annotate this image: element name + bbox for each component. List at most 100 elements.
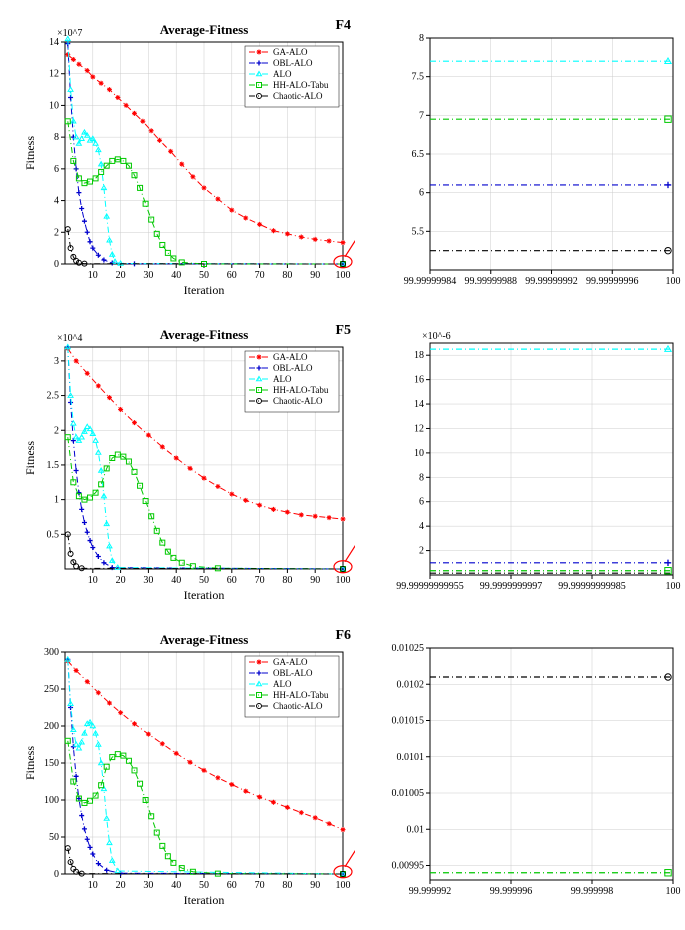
svg-text:8: 8 [54,132,59,143]
svg-text:Iteration: Iteration [184,893,225,907]
svg-text:8: 8 [419,472,424,483]
svg-text:7.5: 7.5 [412,72,425,83]
svg-text:100: 100 [336,880,351,891]
svg-text:90: 90 [310,575,320,586]
svg-text:0.0102: 0.0102 [397,679,425,690]
svg-text:Average-Fitness: Average-Fitness [160,22,249,37]
svg-text:1: 1 [54,495,59,506]
svg-text:90: 90 [310,270,320,281]
svg-text:20: 20 [116,575,126,586]
svg-text:100: 100 [44,795,59,806]
svg-text:60: 60 [227,575,237,586]
svg-text:OBL-ALO: OBL-ALO [273,668,313,678]
svg-text:6: 6 [54,164,59,175]
svg-text:Chaotic-ALO: Chaotic-ALO [273,91,323,101]
svg-text:10: 10 [49,100,59,111]
svg-text:0: 0 [54,869,59,880]
svg-text:GA-ALO: GA-ALO [273,352,308,362]
svg-text:0: 0 [54,259,59,270]
svg-text:0.00995: 0.00995 [392,861,425,872]
svg-text:Fitness: Fitness [23,746,37,780]
svg-text:99.999992: 99.999992 [409,886,452,897]
svg-text:6: 6 [419,497,424,508]
svg-text:8: 8 [419,33,424,44]
svg-text:300: 300 [44,647,59,658]
svg-text:250: 250 [44,684,59,695]
svg-text:100: 100 [336,575,351,586]
svg-text:GA-ALO: GA-ALO [273,47,308,57]
svg-text:70: 70 [255,575,265,586]
svg-text:GA-ALO: GA-ALO [273,657,308,667]
svg-text:×10^4: ×10^4 [57,333,82,344]
svg-text:HH-ALO-Tabu: HH-ALO-Tabu [273,690,329,700]
svg-text:HH-ALO-Tabu: HH-ALO-Tabu [273,80,329,90]
svg-text:10: 10 [88,880,98,891]
svg-text:100: 100 [336,270,351,281]
chart-left-F5: 1020304050607080901000.511.522.53×10^4Av… [20,325,355,605]
svg-text:ALO: ALO [273,679,292,689]
svg-text:99.99999992: 99.99999992 [525,276,578,287]
svg-text:0.01025: 0.01025 [392,643,425,654]
chart-left-F6: 102030405060708090100050100150200250300A… [20,630,355,910]
svg-text:18: 18 [414,350,424,361]
svg-text:30: 30 [143,880,153,891]
svg-text:×10^7: ×10^7 [57,28,82,39]
svg-text:30: 30 [143,575,153,586]
svg-text:2: 2 [419,546,424,557]
svg-text:99.99999999955: 99.99999999955 [396,581,464,592]
svg-text:99.99999984: 99.99999984 [404,276,457,287]
svg-text:1.5: 1.5 [47,460,60,471]
svg-text:40: 40 [171,575,181,586]
svg-text:50: 50 [49,832,59,843]
svg-text:60: 60 [227,880,237,891]
svg-text:90: 90 [310,880,320,891]
svg-text:0.01005: 0.01005 [392,788,425,799]
svg-text:6.5: 6.5 [412,149,425,160]
chart-right-F4: 99.99999984 99.99999988 99.99999992 99.9999… [375,20,685,300]
row-label: F6 [335,628,351,644]
svg-text:40: 40 [171,270,181,281]
svg-text:70: 70 [255,270,265,281]
svg-text:2: 2 [54,425,59,436]
svg-text:150: 150 [44,758,59,769]
svg-text:5.5: 5.5 [412,226,425,237]
svg-text:80: 80 [282,880,292,891]
svg-text:40: 40 [171,880,181,891]
svg-text:OBL-ALO: OBL-ALO [273,363,313,373]
svg-text:0.01: 0.01 [407,824,425,835]
svg-text:2: 2 [54,227,59,238]
svg-text:80: 80 [282,270,292,281]
svg-text:0.5: 0.5 [47,529,60,540]
svg-text:12: 12 [49,69,59,80]
chart-right-F5: 99.9999999995599.999999999799.9999999998… [375,325,685,605]
row-label: F4 [335,18,351,34]
svg-text:HH-ALO-Tabu: HH-ALO-Tabu [273,385,329,395]
svg-text:99.99999996: 99.99999996 [586,276,639,287]
svg-text:70: 70 [255,880,265,891]
svg-text:0.01015: 0.01015 [392,716,425,727]
svg-text:14: 14 [414,399,424,410]
chart-left-F4: 10203040506070809010002468101214×10^7Ave… [20,20,355,300]
svg-text:10: 10 [88,575,98,586]
svg-text:Fitness: Fitness [23,136,37,170]
svg-text:50: 50 [199,880,209,891]
svg-text:0.0101: 0.0101 [397,752,425,763]
row-label: F5 [335,323,351,339]
svg-text:10: 10 [88,270,98,281]
svg-text:99.999998: 99.999998 [571,886,614,897]
svg-text:4: 4 [54,196,59,207]
svg-text:99.99999988: 99.99999988 [465,276,518,287]
svg-text:Iteration: Iteration [184,588,225,602]
svg-text:ALO: ALO [273,69,292,79]
svg-text:Fitness: Fitness [23,441,37,475]
svg-text:Chaotic-ALO: Chaotic-ALO [273,396,323,406]
svg-text:20: 20 [116,270,126,281]
svg-text:50: 50 [199,575,209,586]
svg-text:200: 200 [44,721,59,732]
svg-text:Average-Fitness: Average-Fitness [160,327,249,342]
svg-text:100: 100 [666,581,681,592]
svg-text:3: 3 [54,356,59,367]
svg-text:2.5: 2.5 [47,391,60,402]
svg-text:Average-Fitness: Average-Fitness [160,632,249,647]
svg-text:100: 100 [666,276,681,287]
